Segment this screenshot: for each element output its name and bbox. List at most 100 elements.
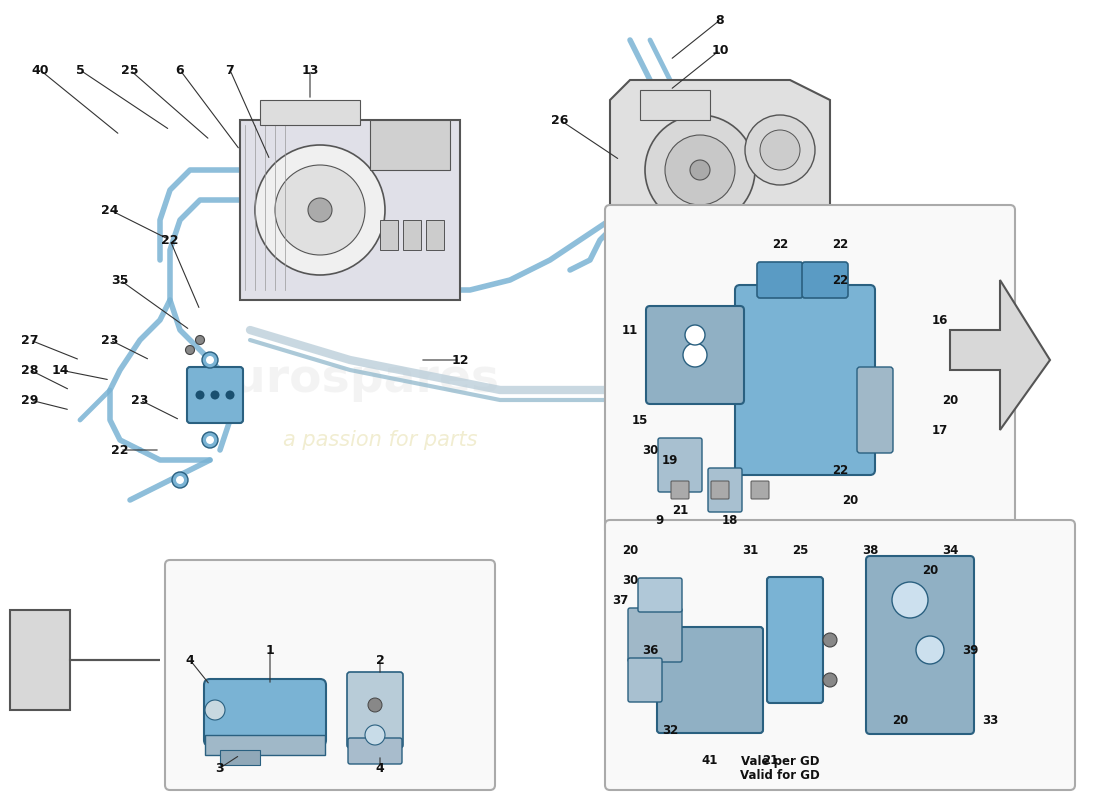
Text: 7: 7 xyxy=(226,63,234,77)
FancyBboxPatch shape xyxy=(403,220,421,250)
FancyBboxPatch shape xyxy=(605,520,1075,790)
Text: 21: 21 xyxy=(672,503,689,517)
Polygon shape xyxy=(950,280,1050,430)
FancyBboxPatch shape xyxy=(657,627,763,733)
Circle shape xyxy=(202,432,218,448)
Polygon shape xyxy=(610,80,830,250)
Text: 38: 38 xyxy=(861,543,878,557)
FancyBboxPatch shape xyxy=(220,750,260,765)
Text: 20: 20 xyxy=(922,563,938,577)
Circle shape xyxy=(683,343,707,367)
Circle shape xyxy=(666,135,735,205)
Text: 3: 3 xyxy=(216,762,224,774)
Text: 18: 18 xyxy=(722,514,738,526)
FancyBboxPatch shape xyxy=(370,120,450,170)
FancyBboxPatch shape xyxy=(204,679,326,746)
Text: Vale per GD: Vale per GD xyxy=(740,755,820,768)
Text: 12: 12 xyxy=(451,354,469,366)
Circle shape xyxy=(690,160,710,180)
Text: 26: 26 xyxy=(551,114,569,126)
Text: 15: 15 xyxy=(631,414,648,426)
Text: since1985: since1985 xyxy=(740,386,900,454)
FancyBboxPatch shape xyxy=(711,481,729,499)
Text: 5: 5 xyxy=(76,63,85,77)
Text: 23: 23 xyxy=(101,334,119,346)
Text: 22: 22 xyxy=(772,238,788,251)
Text: 31: 31 xyxy=(741,543,758,557)
Text: 20: 20 xyxy=(942,394,958,406)
Text: a passion for parts: a passion for parts xyxy=(283,430,477,450)
Text: 24: 24 xyxy=(101,203,119,217)
Circle shape xyxy=(823,673,837,687)
FancyBboxPatch shape xyxy=(165,560,495,790)
FancyBboxPatch shape xyxy=(646,306,744,404)
Circle shape xyxy=(205,700,225,720)
FancyBboxPatch shape xyxy=(857,367,893,453)
Text: 13: 13 xyxy=(301,63,319,77)
Text: 21: 21 xyxy=(762,754,778,766)
FancyBboxPatch shape xyxy=(379,220,398,250)
Circle shape xyxy=(176,476,184,484)
FancyBboxPatch shape xyxy=(671,481,689,499)
Text: 8: 8 xyxy=(716,14,724,26)
FancyBboxPatch shape xyxy=(605,205,1015,535)
FancyBboxPatch shape xyxy=(638,578,682,612)
FancyBboxPatch shape xyxy=(628,658,662,702)
FancyBboxPatch shape xyxy=(735,285,874,475)
Circle shape xyxy=(186,346,195,354)
Text: 4: 4 xyxy=(375,762,384,774)
Text: 2: 2 xyxy=(375,654,384,666)
Text: 6: 6 xyxy=(176,63,185,77)
FancyBboxPatch shape xyxy=(348,738,402,764)
Circle shape xyxy=(760,130,800,170)
Text: 41: 41 xyxy=(702,754,718,766)
Text: 14: 14 xyxy=(52,363,68,377)
Circle shape xyxy=(745,115,815,185)
Circle shape xyxy=(226,390,234,399)
Text: 25: 25 xyxy=(792,543,808,557)
Text: 22: 22 xyxy=(832,238,848,251)
Text: 40: 40 xyxy=(31,63,48,77)
Text: 33: 33 xyxy=(982,714,998,726)
FancyBboxPatch shape xyxy=(346,672,403,748)
Circle shape xyxy=(365,725,385,745)
Text: 20: 20 xyxy=(892,714,909,726)
Text: 34: 34 xyxy=(942,543,958,557)
Text: 11: 11 xyxy=(621,323,638,337)
FancyBboxPatch shape xyxy=(640,90,710,120)
Text: 30: 30 xyxy=(621,574,638,586)
Text: eurospares: eurospares xyxy=(200,358,499,402)
Text: 37: 37 xyxy=(612,594,628,606)
Text: 22: 22 xyxy=(832,463,848,477)
Text: 36: 36 xyxy=(641,643,658,657)
Circle shape xyxy=(202,352,218,368)
Text: 35: 35 xyxy=(111,274,129,286)
Text: 4: 4 xyxy=(186,654,195,666)
FancyBboxPatch shape xyxy=(767,577,823,703)
Circle shape xyxy=(206,356,214,364)
Circle shape xyxy=(196,390,205,399)
Circle shape xyxy=(206,436,214,444)
Text: 27: 27 xyxy=(21,334,38,346)
Text: 25: 25 xyxy=(121,63,139,77)
Polygon shape xyxy=(10,610,160,710)
Text: 29: 29 xyxy=(21,394,38,406)
Circle shape xyxy=(368,698,382,712)
Text: 20: 20 xyxy=(621,543,638,557)
FancyBboxPatch shape xyxy=(658,438,702,492)
Circle shape xyxy=(685,325,705,345)
Circle shape xyxy=(645,115,755,225)
FancyBboxPatch shape xyxy=(205,735,324,755)
Circle shape xyxy=(308,198,332,222)
Text: 22: 22 xyxy=(162,234,178,246)
Circle shape xyxy=(210,390,220,399)
Text: 16: 16 xyxy=(932,314,948,326)
FancyBboxPatch shape xyxy=(802,262,848,298)
Text: 22: 22 xyxy=(111,443,129,457)
Text: 39: 39 xyxy=(961,643,978,657)
FancyBboxPatch shape xyxy=(260,100,360,125)
Text: 22: 22 xyxy=(832,274,848,286)
FancyBboxPatch shape xyxy=(187,367,243,423)
Text: 19: 19 xyxy=(662,454,679,466)
FancyBboxPatch shape xyxy=(708,468,742,512)
